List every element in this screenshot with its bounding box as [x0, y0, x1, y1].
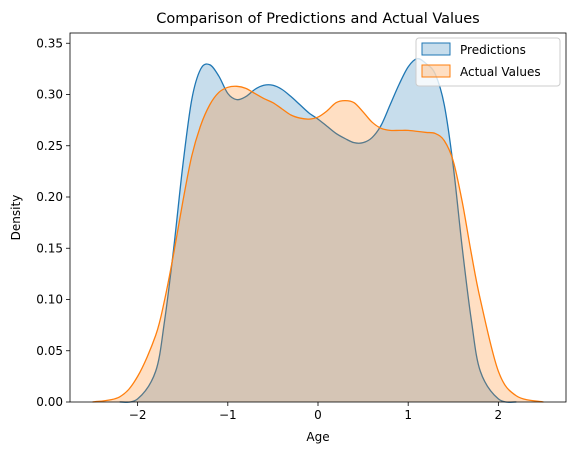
- x-axis-label: Age: [306, 430, 329, 444]
- y-tick-label: 0.25: [36, 139, 63, 153]
- x-tick-label: 1: [404, 408, 412, 422]
- legend-swatch-actual-values: [421, 64, 451, 78]
- legend-label-predictions: Predictions: [460, 43, 526, 57]
- y-axis-label: Density: [9, 195, 23, 241]
- legend-label-actual-values: Actual Values: [460, 65, 541, 79]
- y-tick-label: 0.05: [36, 344, 63, 358]
- x-axis: −2 −1 0 1 2: [129, 402, 502, 422]
- y-tick-label: 0.30: [36, 88, 63, 102]
- x-tick-label: −1: [219, 408, 237, 422]
- y-tick-label: 0.00: [36, 395, 63, 409]
- x-tick-label: −2: [129, 408, 147, 422]
- legend: Predictions Actual Values: [415, 37, 561, 87]
- legend-swatch-predictions: [421, 42, 451, 56]
- y-tick-label: 0.20: [36, 190, 63, 204]
- density-line-actual-values: [92, 85, 544, 403]
- y-tick-label: 0.35: [36, 36, 63, 50]
- plot-area: [92, 57, 544, 403]
- y-tick-label: 0.15: [36, 241, 63, 255]
- density-area-actual-values: [92, 86, 544, 403]
- x-tick-label: 0: [314, 408, 322, 422]
- legend-box: [415, 37, 561, 87]
- chart-title: Comparison of Predictions and Actual Val…: [156, 11, 480, 27]
- x-tick-label: 2: [495, 408, 503, 422]
- density-line-predictions: [119, 57, 517, 403]
- y-axis: 0.00 0.05 0.10 0.15 0.20 0.25 0.30 0.35: [36, 36, 70, 409]
- density-area-predictions: [119, 58, 517, 403]
- y-tick-label: 0.10: [36, 293, 63, 307]
